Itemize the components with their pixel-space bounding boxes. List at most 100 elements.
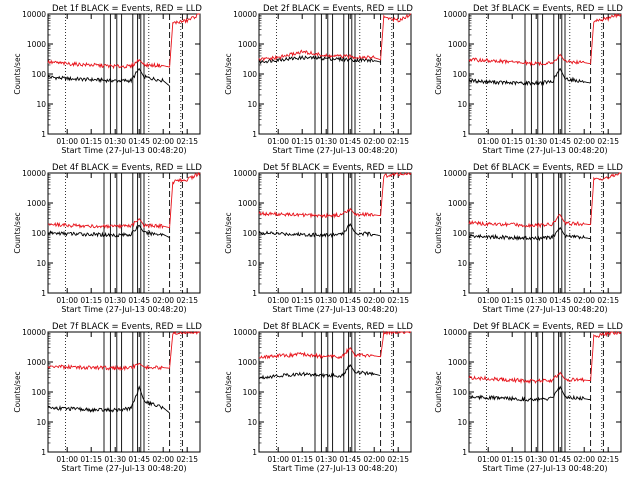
series-line-events (468, 226, 591, 242)
series-line-lld (468, 330, 622, 385)
y-tick-label: 10000 (443, 169, 467, 178)
y-tick-label: 1 (462, 289, 467, 298)
x-tick-label: 02:00 (363, 296, 385, 305)
panel-title: Det 5f BLACK = Events, RED = LLD (263, 163, 413, 173)
y-tick-label: 1000 (27, 199, 46, 208)
x-tick-label: 01:00 (477, 455, 499, 464)
x-tick-label: 01:30 (525, 455, 547, 464)
x-axis-label: Start Time (27-Jul-13 00:48:20) (61, 305, 186, 314)
y-tick-label: 10000 (443, 10, 467, 19)
y-tick-label: 1000 (448, 199, 467, 208)
plot-frame (468, 331, 622, 453)
y-tick-label: 1 (462, 130, 467, 139)
y-axis-label: Counts/sec (434, 53, 443, 94)
x-tick-label: 01:15 (501, 296, 523, 305)
plot-frame (468, 172, 622, 294)
detector-panel-2: Det 2f BLACK = Events, RED = LLD 1 10 100 10… (224, 4, 413, 155)
x-tick-label: 02:00 (363, 137, 385, 146)
y-axis-label: Counts/sec (13, 53, 22, 94)
y-tick-label: 100 (243, 70, 258, 79)
y-tick-label: 1 (462, 448, 467, 457)
series-line-lld (47, 330, 200, 372)
y-tick-label: 100 (453, 229, 468, 238)
series-line-lld (468, 13, 622, 67)
y-tick-label: 10 (247, 418, 257, 427)
x-tick-label: 01:00 (477, 296, 499, 305)
x-tick-label: 01:30 (104, 137, 126, 146)
x-tick-label: 01:15 (501, 455, 523, 464)
x-tick-label: 01:00 (267, 455, 289, 464)
y-tick-label: 10000 (22, 169, 46, 178)
x-tick-label: 01:45 (128, 296, 150, 305)
series-line-lld (468, 172, 621, 229)
panel-title: Det 4f BLACK = Events, RED = LLD (52, 163, 202, 173)
y-tick-label: 1000 (27, 358, 46, 367)
detector-panel-1: Det 1f BLACK = Events, RED = LLD 1 10 100 10… (13, 4, 202, 155)
x-axis-label: Start Time (27-Jul-13 00:48:20) (61, 146, 186, 155)
x-tick-label: 01:00 (56, 296, 78, 305)
y-tick-label: 100 (32, 70, 47, 79)
x-tick-label: 02:15 (176, 296, 198, 305)
y-tick-label: 1000 (238, 199, 257, 208)
panel-title: Det 9f BLACK = Events, RED = LLD (473, 322, 623, 332)
y-axis-label: Counts/sec (224, 371, 233, 412)
x-tick-label: 01:45 (549, 455, 571, 464)
y-tick-label: 100 (453, 70, 468, 79)
plot-frame (47, 331, 201, 453)
plot-frame (468, 13, 622, 135)
detector-panel-9: Det 9f BLACK = Events, RED = LLD 1 10 100 10… (434, 322, 623, 473)
x-tick-label: 01:30 (315, 455, 337, 464)
x-axis-label: Start Time (27-Jul-13 00:48:20) (272, 464, 397, 473)
y-tick-label: 1000 (448, 358, 467, 367)
x-tick-label: 01:15 (291, 137, 313, 146)
detector-panel-6: Det 6f BLACK = Events, RED = LLD 1 10 100 10… (434, 163, 623, 314)
detector-panel-7: Det 7f BLACK = Events, RED = LLD 1 10 100 10… (13, 322, 202, 473)
y-tick-label: 100 (453, 388, 468, 397)
x-tick-label: 02:00 (152, 296, 174, 305)
y-tick-label: 10000 (233, 169, 257, 178)
series-line-lld (258, 171, 412, 219)
y-tick-label: 10000 (233, 10, 257, 19)
y-tick-label: 10 (36, 418, 46, 427)
y-tick-label: 10 (247, 259, 257, 268)
x-tick-label: 02:00 (573, 455, 595, 464)
y-tick-label: 1 (252, 130, 257, 139)
x-tick-label: 01:00 (477, 137, 499, 146)
x-tick-label: 02:15 (176, 137, 198, 146)
x-tick-label: 01:30 (525, 137, 547, 146)
x-tick-label: 02:00 (573, 137, 595, 146)
x-tick-label: 01:45 (339, 137, 361, 146)
x-tick-label: 01:15 (291, 296, 313, 305)
x-tick-label: 01:00 (56, 137, 78, 146)
series-line-lld (48, 171, 201, 230)
y-tick-label: 1000 (448, 40, 467, 49)
x-tick-label: 01:45 (339, 296, 361, 305)
x-tick-label: 01:15 (80, 296, 102, 305)
x-axis-label: Start Time (27-Jul-13 00:48:20) (272, 146, 397, 155)
detector-panel-8: Det 8f BLACK = Events, RED = LLD 1 10 100 10… (224, 322, 413, 473)
y-tick-label: 1 (41, 289, 46, 298)
series-line-events (468, 68, 591, 87)
y-tick-label: 1 (252, 289, 257, 298)
y-tick-label: 10000 (443, 328, 467, 337)
panel-title: Det 3f BLACK = Events, RED = LLD (473, 4, 623, 14)
plot-frame (258, 331, 412, 453)
x-tick-label: 02:15 (176, 455, 198, 464)
x-tick-label: 01:00 (267, 137, 289, 146)
x-tick-label: 02:15 (597, 296, 619, 305)
x-tick-label: 01:45 (128, 455, 150, 464)
x-tick-label: 01:45 (128, 137, 150, 146)
x-tick-label: 02:15 (597, 137, 619, 146)
x-tick-label: 01:45 (549, 137, 571, 146)
x-tick-label: 01:15 (291, 455, 313, 464)
x-tick-label: 01:15 (501, 137, 523, 146)
panel-title: Det 6f BLACK = Events, RED = LLD (473, 163, 623, 173)
x-tick-label: 01:45 (339, 455, 361, 464)
y-tick-label: 100 (243, 229, 258, 238)
x-tick-label: 02:00 (573, 296, 595, 305)
x-tick-label: 02:15 (387, 296, 409, 305)
series-line-lld (47, 13, 200, 70)
y-axis-label: Counts/sec (13, 371, 22, 412)
x-tick-label: 01:30 (525, 296, 547, 305)
